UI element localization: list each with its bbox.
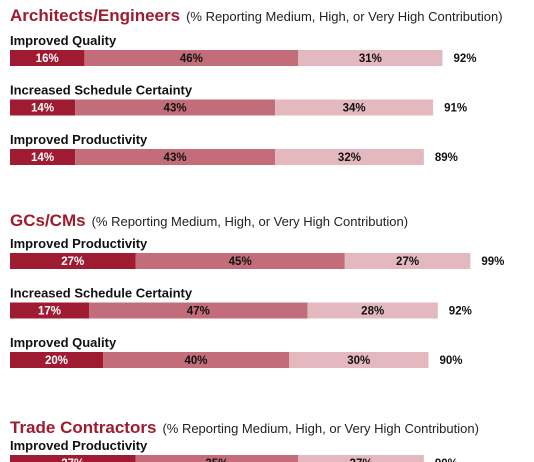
total-label: 89% [435, 152, 458, 164]
bar-segment-very-high [10, 50, 85, 66]
bar-segment-high [103, 352, 289, 368]
data-label-very-high: 14% [31, 103, 54, 115]
data-label-very-high: 20% [45, 355, 68, 367]
group-subtitle: (% Reporting Medium, High, or Very High … [92, 214, 408, 229]
total-label: 99% [481, 256, 504, 268]
row-label: Improved Productivity [10, 132, 148, 147]
bar-segment-high [135, 253, 345, 269]
group-title: Architects/Engineers [10, 6, 180, 25]
data-label-high: 43% [164, 103, 187, 115]
data-label-medium: 30% [347, 355, 370, 367]
data-label-medium: 28% [361, 306, 384, 318]
bar-segment-medium [307, 302, 438, 319]
total-label: 92% [453, 53, 476, 65]
row-label: Increased Schedule Certainty [10, 83, 193, 98]
data-label-medium: 34% [343, 103, 366, 115]
bar-segment-medium [289, 352, 429, 368]
data-label-very-high: 17% [38, 306, 61, 318]
group-title: Trade Contractors [10, 418, 156, 437]
group-title: GCs/CMs [10, 211, 86, 230]
bar-segment-very-high [10, 352, 103, 368]
bar-segment-high [135, 455, 299, 462]
total-label: 90% [440, 355, 463, 367]
bar-segment-high [84, 50, 299, 66]
total-label: 91% [444, 103, 467, 115]
data-label-medium: 32% [338, 152, 361, 164]
data-label-medium: 27% [350, 458, 373, 462]
bar-segment-high [75, 149, 276, 165]
bar-segment-very-high [10, 302, 90, 319]
data-label-high: 47% [187, 306, 210, 318]
bar-segment-medium [298, 455, 424, 462]
group-subtitle: (% Reporting Medium, High, or Very High … [186, 9, 502, 24]
bar-segment-high [75, 99, 276, 116]
data-label-high: 43% [164, 152, 187, 164]
bar-segment-medium [298, 50, 443, 66]
total-label: 92% [449, 306, 472, 318]
row-label: Improved Quality [10, 33, 117, 48]
bar-segment-very-high [10, 149, 76, 165]
bar-segment-medium [344, 253, 471, 269]
data-label-very-high: 27% [61, 458, 84, 462]
group-subtitle: (% Reporting Medium, High, or Very High … [162, 421, 478, 436]
row-label: Improved Productivity [10, 236, 148, 251]
data-label-medium: 27% [396, 256, 419, 268]
data-label-very-high: 27% [61, 256, 84, 268]
bar-segment-very-high [10, 99, 76, 116]
total-label: 90% [435, 458, 458, 462]
data-label-high: 46% [180, 53, 203, 65]
bar-segment-high [89, 302, 308, 319]
bar-segment-medium [275, 149, 424, 165]
data-label-high: 35% [205, 458, 228, 462]
bar-segment-medium [275, 99, 434, 116]
bar-segment-very-high [10, 455, 136, 462]
data-label-very-high: 16% [36, 53, 59, 65]
data-label-high: 40% [184, 355, 207, 367]
bar-segment-very-high [10, 253, 136, 269]
row-label: Increased Schedule Certainty [10, 286, 193, 301]
data-label-medium: 31% [359, 53, 382, 65]
data-label-very-high: 14% [31, 152, 54, 164]
row-label: Improved Productivity [10, 438, 148, 453]
row-label: Improved Quality [10, 335, 117, 350]
data-label-high: 45% [229, 256, 252, 268]
